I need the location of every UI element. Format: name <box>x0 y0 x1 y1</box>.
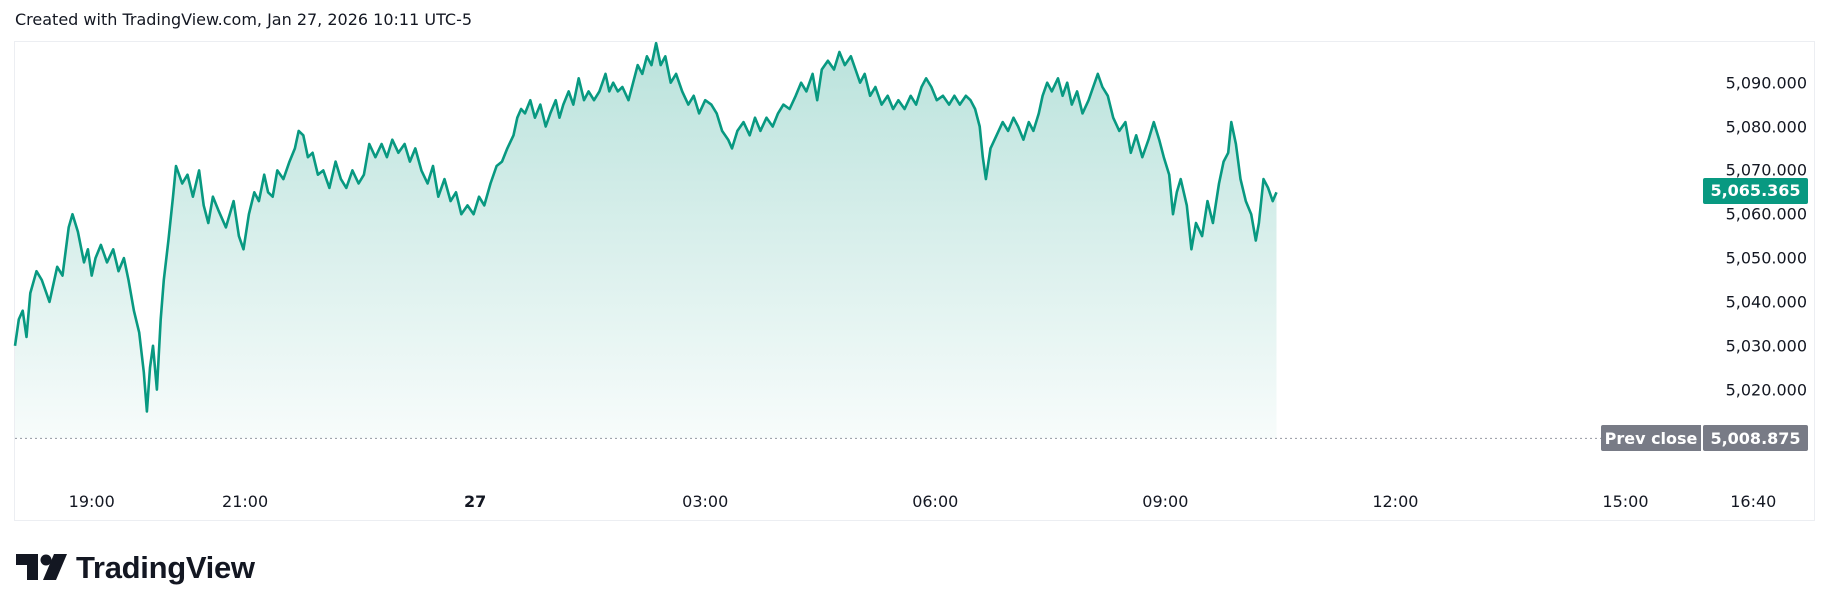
price-tick-label: 5,040.000 <box>1725 292 1807 312</box>
time-tick-label: 21:00 <box>222 492 269 511</box>
chart-frame <box>14 41 1815 521</box>
time-tick-label: 03:00 <box>682 492 729 511</box>
brand-name: TradingView <box>76 550 255 585</box>
price-tick-label: 5,090.000 <box>1725 73 1807 93</box>
brand[interactable]: TradingView <box>16 550 255 586</box>
chart-caption: Created with TradingView.com, Jan 27, 20… <box>15 10 473 29</box>
price-line[interactable] <box>13 41 1278 413</box>
prev-close-label: Prev close <box>1601 425 1701 452</box>
tradingview-logo-icon <box>16 554 67 580</box>
time-tick-label: 27 <box>463 492 487 511</box>
prev-close-value-badge: 5,008.875 <box>1703 425 1808 452</box>
price-area-fill <box>15 43 1277 439</box>
time-tick-label: 15:00 <box>1602 492 1649 511</box>
price-tick-label: 5,060.000 <box>1725 204 1807 224</box>
time-tick-label: 16:40 <box>1730 492 1777 511</box>
time-tick-label: 12:00 <box>1372 492 1419 511</box>
time-tick-label: 19:00 <box>68 492 115 511</box>
price-tick-label: 5,070.000 <box>1725 160 1807 180</box>
price-tick-label: 5,020.000 <box>1725 380 1807 400</box>
time-tick-label: 06:00 <box>912 492 959 511</box>
price-tick-label: 5,030.000 <box>1725 336 1807 356</box>
time-tick-label: 09:00 <box>1142 492 1189 511</box>
price-tick-label: 5,080.000 <box>1725 117 1807 136</box>
price-tick-label: 5,050.000 <box>1725 248 1807 268</box>
current-price-badge: 5,065.365 <box>1703 177 1808 204</box>
